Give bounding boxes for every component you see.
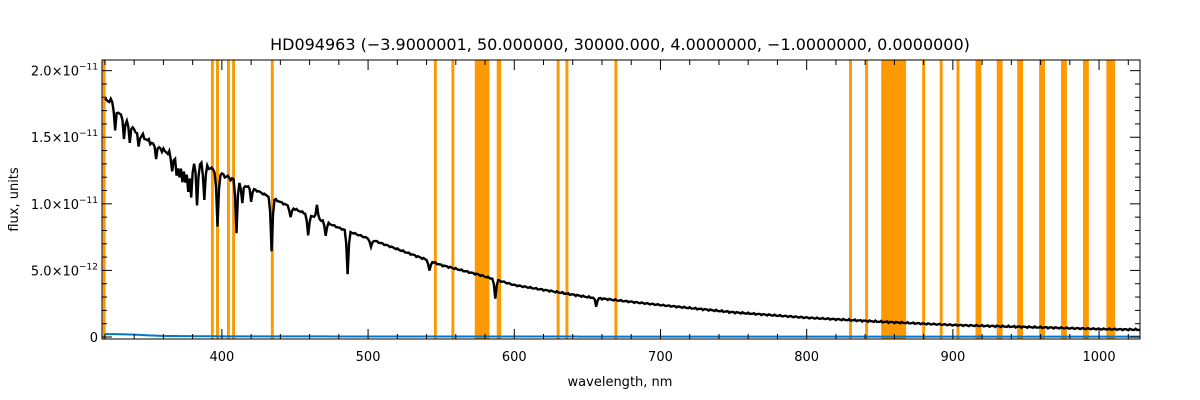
masked-band-19 bbox=[975, 60, 982, 339]
masked-band-15 bbox=[881, 60, 907, 339]
y-tick-label-2: 1.0×10−11 bbox=[31, 196, 98, 213]
masked-bands bbox=[102, 60, 1116, 339]
x-tick-label-3: 700 bbox=[648, 350, 673, 365]
masked-band-24 bbox=[1082, 60, 1089, 339]
masked-band-10 bbox=[556, 60, 560, 339]
masked-band-21 bbox=[1017, 60, 1024, 339]
masked-band-7 bbox=[451, 60, 455, 339]
y-tick-label-4: 2.0×10−11 bbox=[31, 63, 98, 80]
x-tick-label-6: 1000 bbox=[1083, 350, 1116, 365]
masked-band-16 bbox=[922, 60, 926, 339]
y-axis-label: flux, units bbox=[7, 167, 22, 232]
y-tick-label-0: 0 bbox=[90, 331, 98, 346]
masked-band-4 bbox=[232, 60, 236, 339]
tick-labels: 400 500 600 700 800 900 1000 0 5.0×10−12 1.0×10−1… bbox=[31, 63, 1116, 365]
masked-band-18 bbox=[956, 60, 960, 339]
x-tick-label-5: 900 bbox=[940, 350, 965, 365]
masked-band-6 bbox=[433, 60, 437, 339]
masked-band-25 bbox=[1106, 60, 1116, 339]
masked-band-9 bbox=[496, 60, 502, 339]
masked-band-11 bbox=[565, 60, 569, 339]
x-tick-label-1: 500 bbox=[356, 350, 381, 365]
y-tick-label-1: 5.0×10−12 bbox=[31, 262, 98, 279]
masked-band-5 bbox=[270, 60, 274, 339]
masked-band-0 bbox=[102, 60, 106, 339]
masked-band-12 bbox=[614, 60, 618, 339]
series-line-0 bbox=[104, 95, 1141, 332]
x-tick-label-4: 800 bbox=[794, 350, 819, 365]
masked-band-14 bbox=[865, 60, 869, 339]
plot-frame-rect bbox=[101, 59, 1141, 340]
series-line-1 bbox=[104, 333, 1140, 338]
masked-band-23 bbox=[1061, 60, 1067, 339]
masked-band-17 bbox=[939, 60, 943, 339]
masked-band-1 bbox=[210, 60, 214, 339]
masked-band-13 bbox=[849, 60, 852, 339]
chart-title: HD094963 (−3.9000001, 50.000000, 30000.0… bbox=[270, 35, 970, 54]
plot-frame bbox=[101, 59, 1141, 340]
series-layer bbox=[104, 95, 1141, 338]
masked-band-3 bbox=[227, 60, 230, 339]
ticks bbox=[102, 60, 1140, 339]
x-tick-label-0: 400 bbox=[209, 350, 234, 365]
x-axis-label: wavelength, nm bbox=[568, 375, 673, 390]
masked-band-8 bbox=[474, 60, 490, 339]
y-tick-label-3: 1.5×10−11 bbox=[31, 129, 98, 146]
x-tick-label-2: 600 bbox=[502, 350, 527, 365]
masked-band-22 bbox=[1039, 60, 1045, 339]
masked-band-20 bbox=[996, 60, 1003, 339]
